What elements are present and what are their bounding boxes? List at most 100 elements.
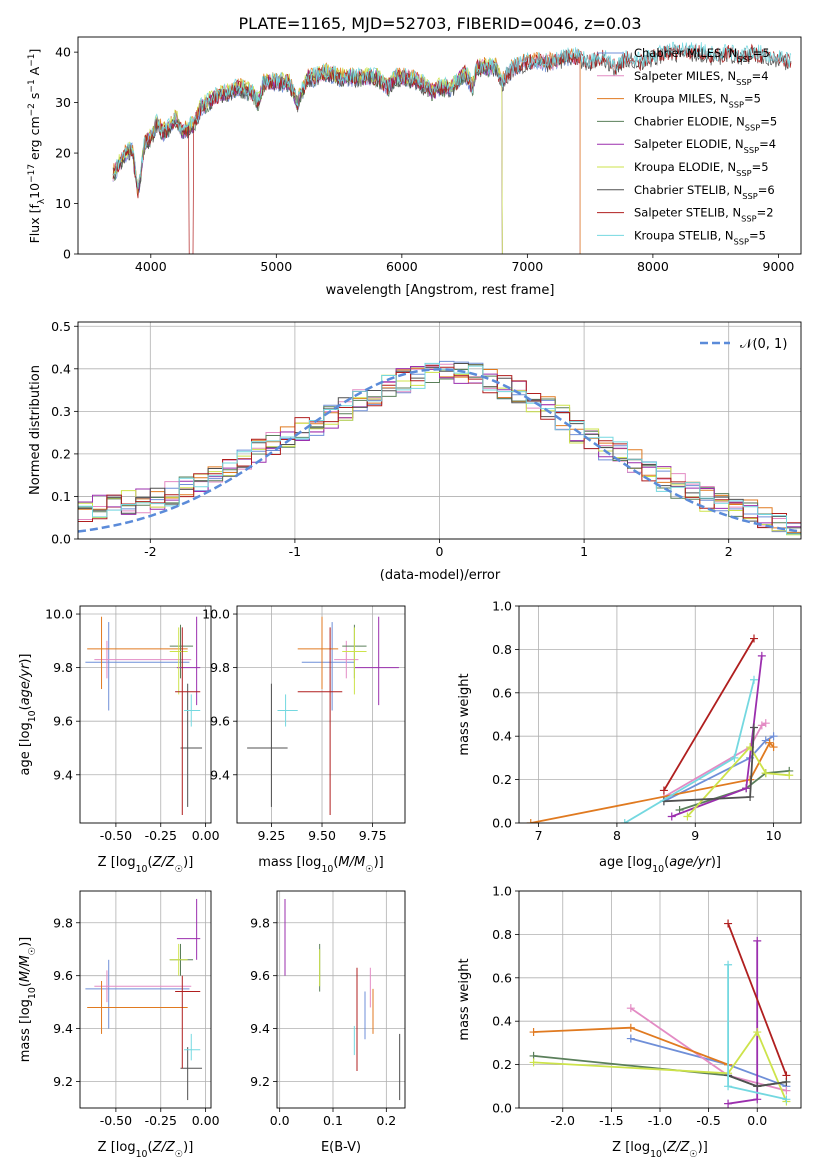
x-axis-label: Z [log10(Z/Z☉)] [98,855,194,875]
x-tick-label: 8000 [637,259,669,274]
mass-weight-marker [620,819,629,823]
x-tick-label: 0.2 [376,1113,396,1128]
gaussian-legend-label: 𝒩(0, 1) [740,337,787,352]
y-tick-label: 9.6 [53,968,73,983]
histogram-plot-area [78,360,801,536]
spectrum-legend: Chabrier MILES, NSSP=5 Salpeter MILES, NS… [597,46,777,246]
y-tick-label: 0.4 [51,361,71,376]
y-tick-label: 0.6 [492,685,512,700]
y-tick-label: 1.0 [492,599,512,614]
x-axis-label: (data-model)/error [380,568,501,583]
y-tick-label: 0.3 [51,404,71,419]
axes-frame [79,890,212,1109]
y-tick-label: 0.2 [492,1057,512,1072]
x-tick-label: 10 [766,828,782,843]
mass-weight-marker [529,1028,538,1037]
y-tick-label: 0.6 [492,970,512,985]
mass-vs-z-axes: -0.50 -0.25 0.00 9.2 9.4 9.6 9.8 Z [log10(Z/Z☉)… [18,890,220,1160]
mass-weight-marker [769,743,778,752]
mass-weight-line [663,722,767,798]
mass-weight-marker [769,732,778,741]
x-tick-label: -0.50 [100,828,132,843]
mass-weight-line [624,679,755,823]
mass-weight-marker [724,919,733,928]
mass-weight-vs-z-plot-area [529,919,791,1108]
x-tick-label: 9.50 [308,828,336,843]
spectrum-line [112,45,792,191]
mass-weight-marker [526,819,535,823]
figure-title: PLATE=1165, MJD=52703, FIBERID=0046, z=0… [238,14,641,33]
mass-weight-marker [659,786,668,795]
x-tick-label: 9 [691,828,699,843]
y-tick-label: 9.4 [53,767,73,782]
x-tick-label: 6000 [386,259,418,274]
y-tick-label: 9.2 [250,1074,270,1089]
mass-weight-marker [757,721,766,730]
legend-label: Salpeter ELODIE, NSSP=4 [634,137,776,155]
x-tick-label: 0.0 [747,1113,767,1128]
mass-weight-vs-age-plot-area [526,634,794,823]
x-tick-label: -0.50 [100,1113,132,1128]
legend-label: Chabrier ELODIE, NSSP=5 [634,114,777,132]
y-tick-label: 20 [55,146,71,161]
x-tick-label: 0.1 [323,1113,343,1128]
x-axis-label: age [log10(age/yr)] [599,855,721,875]
x-tick-label: 7 [535,828,543,843]
mass-weight-marker [529,1058,538,1067]
y-tick-label: 9.8 [53,915,73,930]
age-vs-z-axes: -0.50 -0.25 0.00 9.4 9.6 9.8 10.0 Z [log10(Z/Z☉… [18,605,220,875]
y-tick-label: 0 [63,247,71,262]
y-tick-label: 9.6 [210,714,230,729]
x-tick-label: -2.0 [551,1113,575,1128]
histogram-step [78,362,801,535]
y-tick-label: 9.2 [53,1074,73,1089]
mass-weight-marker [761,719,770,728]
y-tick-label: 9.4 [53,1021,73,1036]
mass-weight-marker [683,812,692,821]
y-tick-label: 9.8 [250,915,270,930]
y-tick-label: 10 [55,196,71,211]
mass-weight-marker [757,651,766,660]
mass-weight-marker [626,1034,635,1043]
x-axis-label: wavelength [Angstrom, rest frame] [326,283,555,298]
mass-weight-marker [746,792,755,801]
mass-weight-marker [753,1095,762,1104]
x-tick-label: -1.5 [599,1113,623,1128]
mass-weight-line [533,1030,788,1102]
y-tick-label: 10.0 [45,607,73,622]
y-tick-label: 1.0 [492,884,512,899]
y-tick-label: 9.6 [250,968,270,983]
mass-weight-vs-z-axes: -2.0 -1.5 -1.0 -0.5 0.0 0.0 0.2 0.4 0.6 0.8 1.0 Z [… [457,884,802,1160]
y-tick-label: 30 [55,95,71,110]
legend-label: Kroupa ELODIE, NSSP=5 [634,160,769,178]
x-tick-label: -1 [289,544,301,559]
legend-label: Kroupa MILES, NSSP=5 [634,92,761,110]
mass-weight-marker [753,1028,762,1037]
x-tick-label: 1 [580,544,588,559]
mass-vs-z-plot-area [85,898,203,1101]
y-axis-label: mass weight [457,958,472,1040]
x-tick-label: -0.25 [145,1113,177,1128]
mass-weight-marker [730,753,739,762]
x-tick-label: -0.5 [696,1113,720,1128]
y-tick-label: 0.0 [492,1101,512,1116]
axes-frame [77,321,802,540]
x-tick-label: 5000 [260,259,292,274]
mass-weight-line [727,923,788,1076]
mass-weight-marker [782,1071,791,1080]
y-tick-label: 10.0 [202,607,230,622]
mass-weight-marker [761,769,770,778]
mass-weight-marker [753,936,762,945]
x-tick-label: 7000 [511,259,543,274]
x-tick-label: 0 [436,544,444,559]
spectrum-line [112,41,792,190]
x-tick-label: 0.00 [192,1113,220,1128]
mass-vs-ebv-axes: 0.0 0.1 0.2 9.2 9.4 9.6 9.8 E(B-V) [250,890,406,1155]
mass-weight-marker [750,675,758,684]
y-tick-label: 0.8 [492,927,512,942]
axes-frame [236,605,406,824]
spectrum-plot-area [112,41,792,254]
y-tick-label: 0.0 [51,532,71,547]
legend-label: Chabrier MILES, NSSP=5 [634,46,770,64]
